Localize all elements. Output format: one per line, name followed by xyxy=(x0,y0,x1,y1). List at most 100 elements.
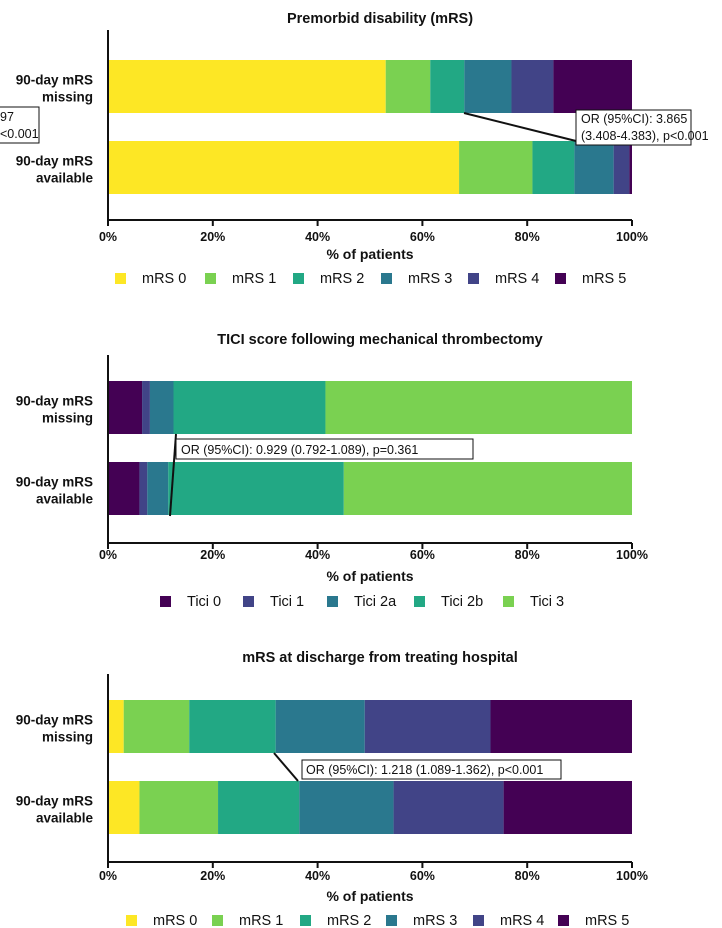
x-tick-label: 60% xyxy=(410,548,435,562)
bar-segment-mrs-5-row-2 xyxy=(503,781,632,834)
x-tick-label: 100% xyxy=(616,230,648,244)
x-tick-label: 40% xyxy=(305,230,330,244)
bar-segment-mrs-0-row-1 xyxy=(108,60,386,113)
fragment-text-1: 97 xyxy=(0,110,14,124)
legend-label: Tici 3 xyxy=(530,594,564,610)
chart-3: mRS at discharge from treating hospital 9… xyxy=(16,650,648,928)
bar-segment-mrs-2-row-1 xyxy=(189,700,276,753)
legend-label: mRS 3 xyxy=(413,913,457,928)
legend-label: mRS 0 xyxy=(142,271,186,287)
legend-label: mRS 2 xyxy=(327,913,371,928)
annotation-text: OR (95%CI): 3.865 xyxy=(581,112,687,126)
bar-segment-mrs-1-row-1 xyxy=(123,700,190,753)
legend-swatch-tici-1 xyxy=(243,596,254,607)
legend-swatch-mrs-4 xyxy=(468,273,479,284)
category-label-line-1: 90-day mRS xyxy=(16,475,93,490)
x-tick-label: 80% xyxy=(515,230,540,244)
legend-swatch-tici-3 xyxy=(503,596,514,607)
annotation-box xyxy=(575,109,692,146)
legend-label: mRS 0 xyxy=(153,913,197,928)
bar-segment-mrs-3-row-1 xyxy=(275,700,365,753)
bar-segment-tici-1-row-1 xyxy=(142,381,150,434)
bar-segment-mrs-3-row-1 xyxy=(464,60,512,113)
legend-swatch-mrs-4 xyxy=(473,915,484,926)
bar-segment-mrs-5-row-1 xyxy=(490,700,632,753)
category-label-line-2: missing xyxy=(42,90,93,105)
bar-segment-mrs-4-row-2 xyxy=(393,781,504,834)
x-tick-label: 0% xyxy=(99,230,117,244)
category-label-line-1: 90-day mRS xyxy=(16,794,93,809)
x-tick-label: 0% xyxy=(99,548,117,562)
bar-segment-tici-3-row-1 xyxy=(325,381,632,434)
bar-segment-mrs-4-row-2 xyxy=(613,141,630,194)
bar-segment-tici-1-row-2 xyxy=(139,462,148,515)
annotation-connector xyxy=(169,433,177,517)
x-tick-label: 20% xyxy=(200,230,225,244)
bar-segment-mrs-3-row-2 xyxy=(299,781,394,834)
x-axis-label: % of patients xyxy=(326,888,413,904)
legend-label: mRS 4 xyxy=(495,271,539,287)
x-tick-label: 60% xyxy=(410,230,435,244)
legend-label: mRS 2 xyxy=(320,271,364,287)
category-label-line-1: 90-day mRS xyxy=(16,394,93,409)
bar-segment-mrs-5-row-1 xyxy=(553,60,632,113)
x-axis-label: % of patients xyxy=(326,246,413,262)
x-tick-label: 40% xyxy=(305,548,330,562)
bar-segment-mrs-2-row-1 xyxy=(430,60,465,113)
chart-title: mRS at discharge from treating hospital xyxy=(242,650,518,666)
bar-segment-mrs-0-row-2 xyxy=(108,141,460,194)
x-tick-label: 80% xyxy=(515,548,540,562)
bar-segment-mrs-5-row-2 xyxy=(629,141,632,194)
category-label-line-2: available xyxy=(36,492,94,507)
bar-segment-mrs-1-row-2 xyxy=(459,141,533,194)
legend-label: Tici 2b xyxy=(441,594,483,610)
legend-label: mRS 4 xyxy=(500,913,544,928)
legend-swatch-mrs-0 xyxy=(115,273,126,284)
bar-segment-mrs-4-row-1 xyxy=(364,700,491,753)
bar-segment-mrs-4-row-1 xyxy=(511,60,554,113)
legend-swatch-tici-2a xyxy=(327,596,338,607)
bar-segment-mrs-0-row-2 xyxy=(108,781,140,834)
legend-label: mRS 5 xyxy=(582,271,626,287)
annotation-text: OR (95%CI): 1.218 (1.089-1.362), p<0.001 xyxy=(306,763,543,777)
legend-swatch-tici-0 xyxy=(160,596,171,607)
chart-title: Premorbid disability (mRS) xyxy=(287,11,473,27)
x-tick-label: 20% xyxy=(200,869,225,883)
bar-segment-tici-0-row-2 xyxy=(108,462,140,515)
bar-segment-mrs-1-row-2 xyxy=(139,781,219,834)
cut-annotation-fragment: 97 <0.001 xyxy=(0,106,40,144)
legend-label: mRS 1 xyxy=(232,271,276,287)
legend-label: mRS 3 xyxy=(408,271,452,287)
bar-segment-tici-0-row-1 xyxy=(108,381,143,434)
legend-label: Tici 2a xyxy=(354,594,397,610)
legend-swatch-mrs-5 xyxy=(555,273,566,284)
legend-label: Tici 1 xyxy=(270,594,304,610)
annotation-text: OR (95%CI): 0.929 (0.792-1.089), p=0.361 xyxy=(181,443,418,457)
bar-segment-tici-3-row-2 xyxy=(343,462,632,515)
legend-swatch-mrs-0 xyxy=(126,915,137,926)
x-tick-label: 100% xyxy=(616,548,648,562)
x-tick-label: 60% xyxy=(410,869,435,883)
legend-label: mRS 1 xyxy=(239,913,283,928)
fragment-text-2: <0.001 xyxy=(0,127,39,141)
bar-segment-tici-2b-row-2 xyxy=(168,462,344,515)
annotation-connector xyxy=(463,112,577,142)
legend-swatch-mrs-3 xyxy=(386,915,397,926)
legend-swatch-mrs-3 xyxy=(381,273,392,284)
chart-2: TICI score following mechanical thrombec… xyxy=(16,332,648,610)
legend-label: Tici 0 xyxy=(187,594,221,610)
bar-segment-mrs-3-row-2 xyxy=(574,141,614,194)
x-tick-label: 20% xyxy=(200,548,225,562)
legend-swatch-mrs-1 xyxy=(212,915,223,926)
category-label-line-1: 90-day mRS xyxy=(16,713,93,728)
bar-segment-tici-2b-row-1 xyxy=(173,381,326,434)
category-label-line-2: missing xyxy=(42,411,93,426)
bar-segment-tici-2a-row-2 xyxy=(147,462,169,515)
category-label-line-1: 90-day mRS xyxy=(16,73,93,88)
x-tick-label: 100% xyxy=(616,869,648,883)
category-label-line-2: available xyxy=(36,171,94,186)
legend-label: mRS 5 xyxy=(585,913,629,928)
annotation-box xyxy=(175,438,474,460)
bar-segment-mrs-2-row-2 xyxy=(532,141,575,194)
